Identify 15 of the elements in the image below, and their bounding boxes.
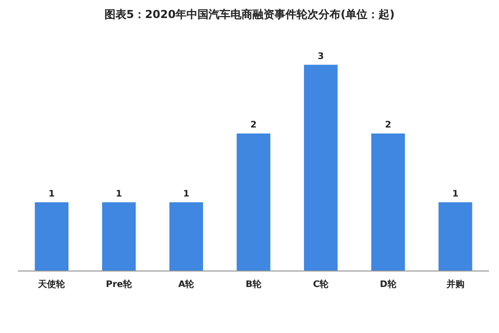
x-tick-label: C轮 xyxy=(312,279,330,290)
x-tick-label: A轮 xyxy=(178,279,196,290)
x-tick-label: 天使轮 xyxy=(37,279,66,290)
data-label: 2 xyxy=(384,120,392,130)
data-label: 2 xyxy=(250,120,257,130)
data-label: 1 xyxy=(116,189,122,200)
data-label: 3 xyxy=(318,52,324,62)
data-label: 1 xyxy=(183,189,190,200)
x-tick-label: 并购 xyxy=(445,279,464,290)
data-label: 1 xyxy=(48,189,55,200)
x-tick-label: B轮 xyxy=(246,279,262,290)
x-tick-label: D轮 xyxy=(380,279,398,290)
x-tick-label: Pre轮 xyxy=(106,279,133,290)
data-label: 1 xyxy=(452,189,458,200)
chart-title: 图表5：2020年中国汽车电商融资事件轮次分布(单位：起) xyxy=(104,8,395,21)
